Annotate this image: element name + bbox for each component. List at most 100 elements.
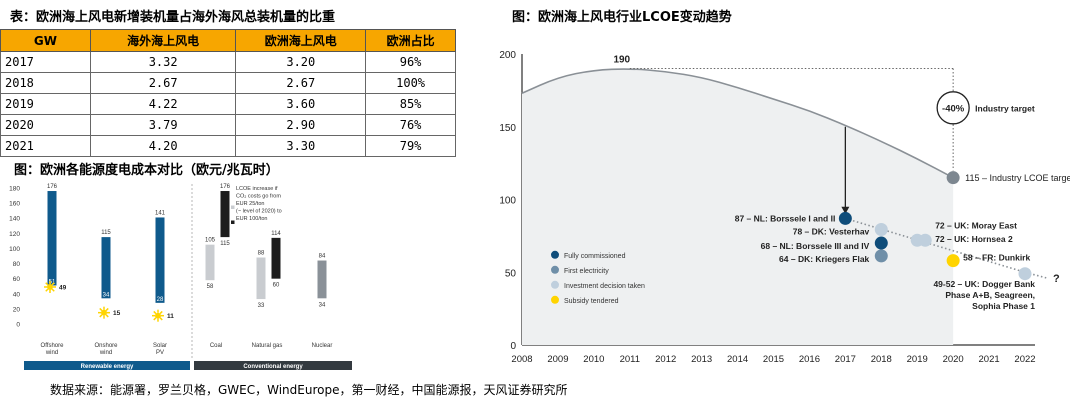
project-label: Phase A+B, Seagreen, [945,290,1035,300]
project-dot [1018,267,1032,281]
cost-bar [256,257,266,300]
target-dot [946,171,960,185]
x-tick-label: 2022 [1014,354,1035,365]
subsidy-sun-icon [44,280,56,293]
y-tick-label: 60 [13,276,21,283]
subsidy-sun-icon [152,309,164,322]
co2-legend-text: LCOE increase if [236,186,278,192]
x-tick-label: 2018 [871,354,892,365]
table-row: 2017 3.32 3.20 96% [0,51,456,73]
group-label: Conventional energy [243,364,303,370]
table-header-cell: GW [0,29,91,52]
x-tick-label: 2011 [620,354,640,365]
project-dot [838,211,852,225]
sun-ray [99,307,103,312]
y-tick-label: 200 [499,50,516,61]
project-label: 64 – DK: Kriegers Flak [779,254,870,264]
lcoe-chart: 0 50 100 150 200 2008 2009 2010 2011 2012 2013 2014… [499,50,1070,365]
category-label: wind [45,350,58,356]
project-dot [874,223,888,237]
x-tick-label: 2014 [727,354,748,365]
project-dot [918,233,932,247]
sun-ray [51,282,55,286]
industry-target-label: Industry target [975,103,1035,113]
group-bar-conventional [194,361,352,370]
y-tick-label: 0 [16,322,20,329]
subsidy-label: 11 [167,313,174,320]
y-tick-label: 80 [13,261,21,268]
subsidy-sun-icon [98,306,110,319]
bar-high-label: 176 [47,184,58,190]
co2-legend-swatch-dark [231,220,235,224]
y-tick-label: 100 [9,246,20,253]
group-label: Renewable energy [81,364,134,370]
legend-swatch [551,280,559,289]
table-cell: 4.22 [89,93,237,115]
project-label: 78 – DK: Vesterhav [793,227,870,237]
cost-chart: 0 20 40 60 80 100 120 140 160 180 176 51 115 34 141 28 1… [9,184,352,370]
category-label: wind [99,350,112,356]
table-cell: 85% [365,93,456,115]
bar-high-label: 84 [319,254,326,260]
bar-high-label: 114 [271,231,281,237]
sun-ray [45,282,49,286]
table-cell: 2017 [0,51,91,73]
project-label: Sophia Phase 1 [972,301,1035,311]
table-cell: 3.32 [89,51,237,73]
y-tick-label: 50 [505,268,517,279]
co2-legend-text: (~ level of 2020) to [236,209,282,215]
table-cell: 96% [365,51,456,73]
table-cell: 2.67 [89,72,237,94]
cost-bar [271,237,281,279]
bar-low-label: 60 [273,283,280,289]
table-cell: 2.67 [235,72,367,94]
legend-swatch [551,295,559,304]
table-cell: 3.60 [235,93,367,115]
legend-label: Subsidy tendered [564,298,619,305]
sun-ray [159,310,163,315]
category-label: Nuclear [312,343,333,349]
bar-low-label: 51 [49,279,56,285]
legend-label: First electricity [564,268,609,275]
y-tick-label: 120 [9,231,20,238]
x-tick-label: 2012 [655,354,676,365]
cost-bar [155,217,165,303]
peak-label: 190 [613,55,630,66]
y-tick-label: 100 [499,196,516,207]
project-label: 58 – FR: Dunkirk [963,253,1030,263]
table-cell: 79% [365,135,456,157]
y-tick-label: 40 [13,291,21,298]
bar-low-label: 58 [207,284,214,290]
table-cell: 2019 [0,93,91,115]
x-tick-label: 2009 [547,354,568,365]
sun-ray [153,310,157,315]
y-tick-label: 20 [13,306,21,313]
sun-ray [51,288,55,292]
cost-bar [101,237,111,299]
bar-high-label: 115 [101,230,111,236]
x-tick-label: 2020 [943,354,964,365]
cost-bar [220,191,230,238]
table-cell: 2018 [0,72,91,94]
table-row: 2019 4.22 3.60 85% [0,93,456,115]
question-mark: ? [1053,273,1060,285]
bar-low-label: 33 [258,303,265,309]
subsidy-label: 49 [59,284,67,291]
subsidy-label: 15 [113,310,121,317]
category-label: PV [156,350,164,356]
table-header-cell: 海外海上风电 [89,29,237,52]
arrow-head [841,206,850,215]
category-label: Natural gas [252,343,283,349]
y-tick-label: 140 [9,216,20,223]
source-note: 数据来源：能源署，罗兰贝格，GWEC，WindEurope，第一财经，中国能源报… [50,383,568,397]
table-cell: 4.20 [89,135,237,157]
project-label: 49-52 – UK: Dogger Bank [933,279,1035,289]
legend-label: Investment decision taken [564,283,645,290]
table-header-cell: 欧洲海上风电 [235,29,367,52]
table-cell: 2.90 [235,114,367,136]
bar-high-label: 141 [155,210,166,216]
bar-high-label: 88 [258,251,265,257]
bar-high-label: 105 [205,238,216,244]
x-tick-label: 2010 [583,354,604,365]
table-cell: 100% [365,72,456,94]
